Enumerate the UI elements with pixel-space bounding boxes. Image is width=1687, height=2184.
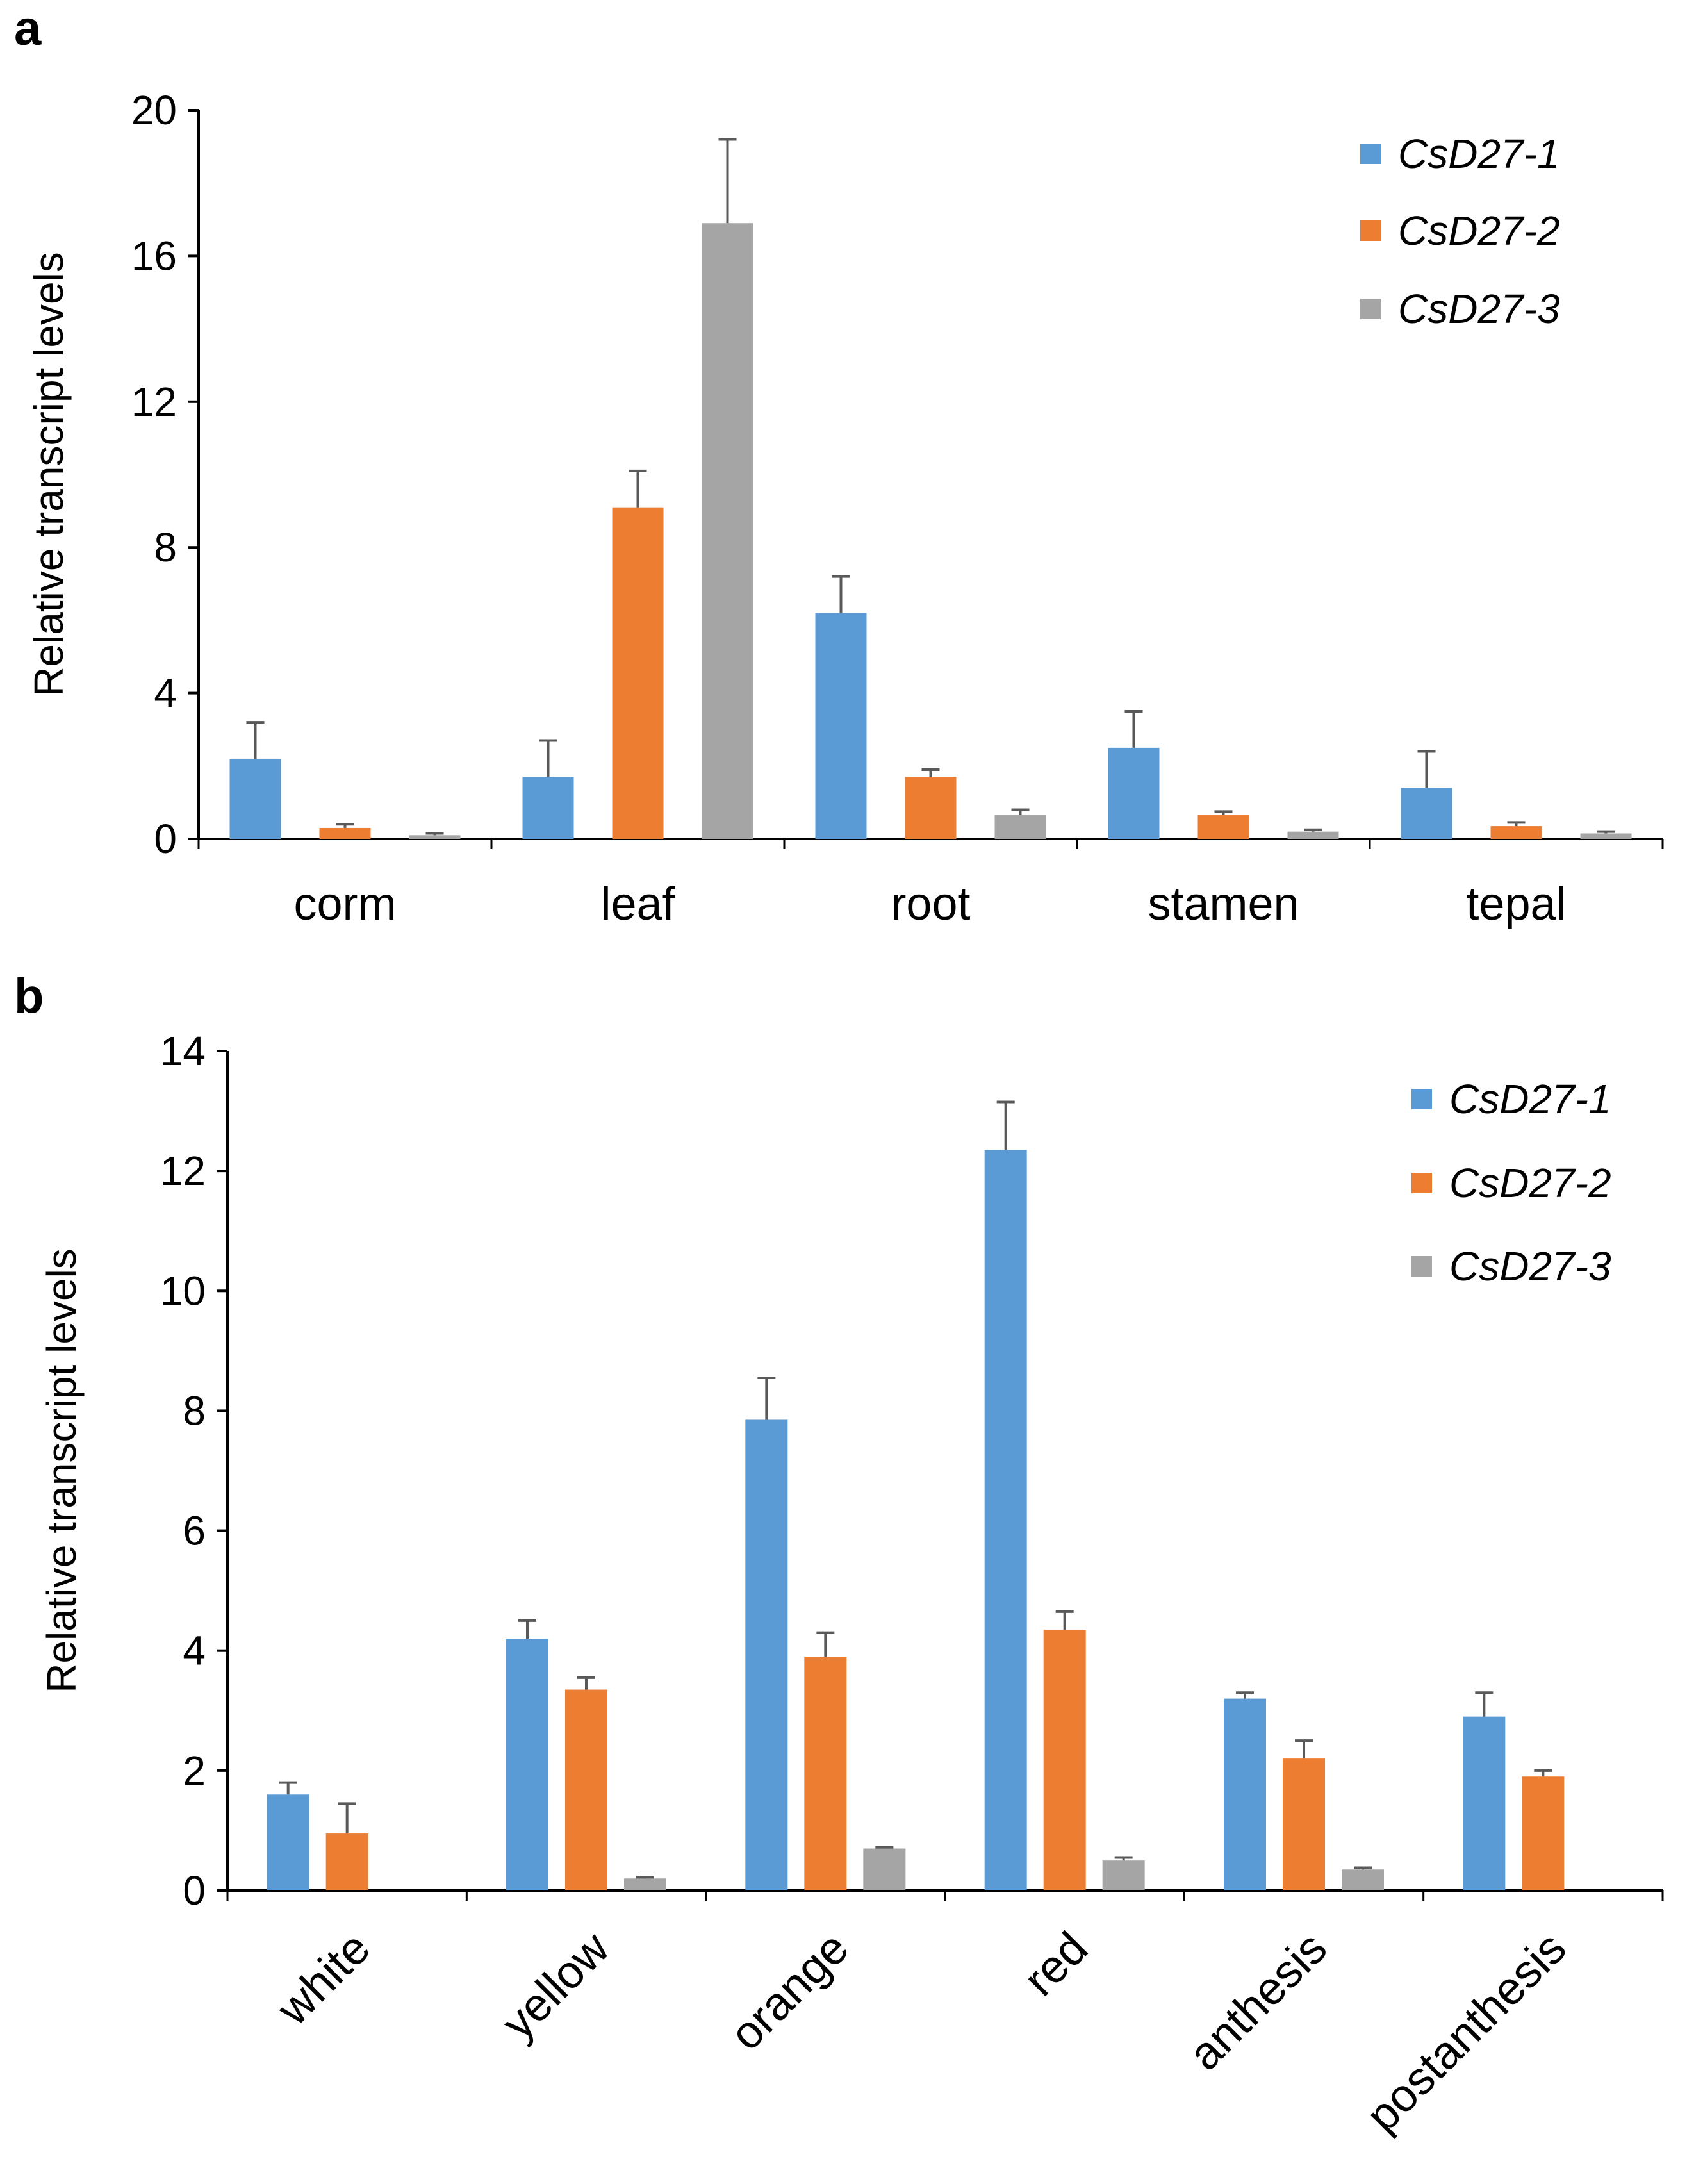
legend-label: CsD27-1 (1398, 131, 1560, 177)
bar-csd27-1-red (984, 1150, 1027, 1890)
legend-swatch (1411, 1089, 1432, 1109)
y-tick-label: 8 (154, 524, 177, 570)
bar-chart-a: a Relative transcript levels 0 4 8 12 16 20 corm… (14, 1, 1664, 930)
legend-label: CsD27-3 (1398, 286, 1560, 332)
bar-csd27-2-anthesis (1283, 1758, 1325, 1890)
bar-csd27-2-yellow (565, 1689, 607, 1890)
x-tick-label: postanthesis (1356, 1923, 1576, 2142)
bar-csd27-2-leaf (612, 507, 664, 839)
legend-label: CsD27-2 (1398, 208, 1560, 254)
bar-csd27-3-red (1102, 1860, 1145, 1890)
y-tick-label: 2 (183, 1748, 206, 1794)
x-tick-label: tepal (1466, 879, 1566, 930)
y-tick-label: 12 (131, 379, 177, 425)
bar-csd27-3-anthesis (1342, 1869, 1384, 1890)
x-tick-label: orange (721, 1923, 859, 2060)
bar-csd27-2-red (1043, 1629, 1086, 1890)
legend-swatch (1411, 1173, 1432, 1193)
y-axis-title: Relative transcript levels (38, 1248, 85, 1693)
bar-csd27-3-root (994, 815, 1046, 839)
panel-label: b (14, 969, 44, 1023)
bar-csd27-2-white (325, 1833, 368, 1890)
bar-csd27-1-root (815, 613, 867, 839)
legend-label: CsD27-2 (1449, 1160, 1611, 1206)
bar-csd27-3-yellow (624, 1878, 666, 1890)
legend-swatch (1360, 144, 1381, 164)
y-tick-label: 0 (183, 1867, 206, 1914)
y-tick-label: 6 (183, 1508, 206, 1554)
legend-swatch (1360, 220, 1381, 241)
x-tick-label: red (1014, 1923, 1098, 2006)
x-tick-label: yellow (492, 1922, 620, 2049)
x-tick-label: corm (294, 879, 397, 930)
bar-csd27-2-corm (319, 827, 371, 839)
bar-csd27-3-leaf (702, 223, 753, 839)
bar-csd27-1-leaf (522, 777, 574, 839)
y-tick-label: 10 (160, 1268, 206, 1314)
y-tick-label: 16 (131, 233, 177, 279)
y-tick-label: 0 (154, 816, 177, 862)
bar-csd27-2-orange (804, 1657, 847, 1890)
bar-csd27-1-anthesis (1224, 1698, 1266, 1890)
y-axis-title: Relative transcript levels (26, 252, 72, 697)
y-tick-label: 4 (154, 670, 177, 716)
bar-csd27-2-postanthesis (1522, 1776, 1565, 1890)
bar-csd27-2-stamen (1197, 815, 1249, 839)
y-tick-label: 8 (183, 1387, 206, 1434)
bar-csd27-1-white (267, 1794, 309, 1890)
y-tick-label: 14 (160, 1028, 206, 1074)
bar-csd27-1-stamen (1108, 747, 1160, 839)
legend-swatch (1360, 299, 1381, 319)
x-tick-label: root (891, 879, 970, 930)
y-tick-label: 12 (160, 1148, 206, 1194)
x-tick-label: leaf (600, 879, 675, 930)
bar-csd27-2-tepal (1490, 826, 1542, 839)
bar-csd27-3-tepal (1580, 833, 1632, 839)
chart-panel-b: b Relative transcript levels 0 2 4 6 8 10 12 14 wh… (0, 955, 1687, 2184)
bar-csd27-3-orange (863, 1848, 906, 1890)
legend-label: CsD27-1 (1449, 1076, 1611, 1122)
bar-csd27-3-corm (409, 835, 461, 839)
bar-csd27-1-postanthesis (1463, 1716, 1506, 1890)
bar-csd27-1-yellow (506, 1639, 548, 1890)
bar-csd27-1-tepal (1401, 788, 1452, 839)
bar-csd27-3-stamen (1287, 831, 1339, 839)
bar-csd27-1-corm (229, 758, 281, 839)
bar-csd27-1-orange (745, 1419, 788, 1890)
x-tick-label: white (267, 1923, 380, 2035)
x-tick-label: stamen (1148, 879, 1299, 930)
legend-swatch (1411, 1256, 1432, 1277)
x-tick-label: anthesis (1179, 1923, 1337, 2080)
y-tick-label: 4 (183, 1628, 206, 1674)
legend-label: CsD27-3 (1449, 1243, 1611, 1289)
panel-label: a (14, 1, 42, 56)
bar-chart-b: b Relative transcript levels 0 2 4 6 8 10 12 14 wh… (14, 969, 1664, 2142)
y-tick-label: 20 (131, 87, 177, 133)
bar-csd27-2-root (905, 777, 957, 839)
chart-panel-a: a Relative transcript levels 0 4 8 12 16 20 corm… (0, 0, 1687, 955)
